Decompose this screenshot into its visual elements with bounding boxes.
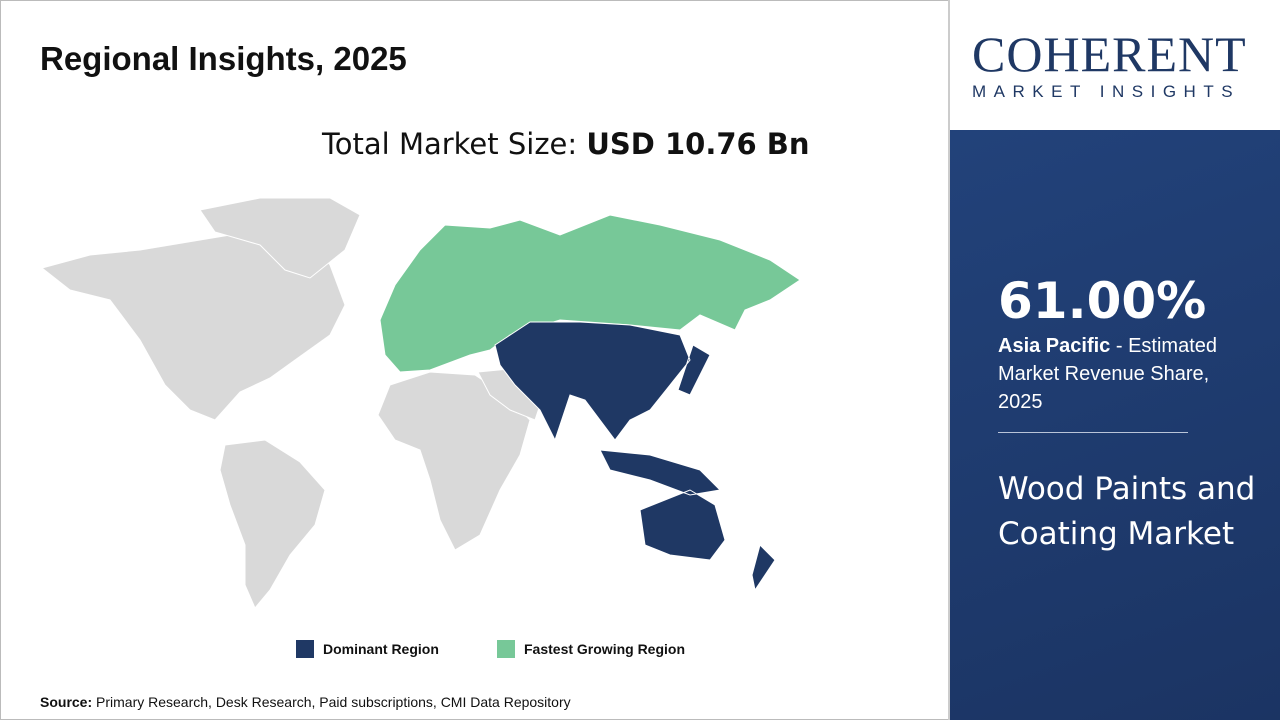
insight-box: 61.00% Asia Pacific - Estimated Market R… [950, 130, 1280, 720]
world-map [40, 197, 801, 609]
share-value: 61.00% [998, 272, 1207, 330]
greenland [199, 197, 361, 279]
legend-swatch [497, 640, 515, 658]
legend-fastest: Fastest Growing Region [497, 640, 685, 658]
total-market-size: Total Market Size: USD 10.76 Bn [322, 127, 810, 161]
share-description: Asia Pacific - Estimated Market Revenue … [998, 335, 1217, 413]
europe-russia [379, 214, 801, 373]
asia-pacific [494, 321, 776, 592]
south-america [219, 439, 326, 609]
source-note: Source: Primary Research, Desk Research,… [40, 694, 571, 710]
logo: COHERENT MARKET INSIGHTS [950, 0, 1280, 130]
divider [998, 432, 1188, 433]
market-name: Wood Paints and Coating Market [998, 471, 1256, 552]
page-title: Regional Insights, 2025 [40, 40, 407, 77]
legend-dominant: Dominant Region [296, 640, 439, 658]
north-america [40, 229, 346, 421]
side-panel: COHERENT MARKET INSIGHTS 61.00% Asia Pac… [948, 0, 1280, 720]
legend-swatch [296, 640, 314, 658]
